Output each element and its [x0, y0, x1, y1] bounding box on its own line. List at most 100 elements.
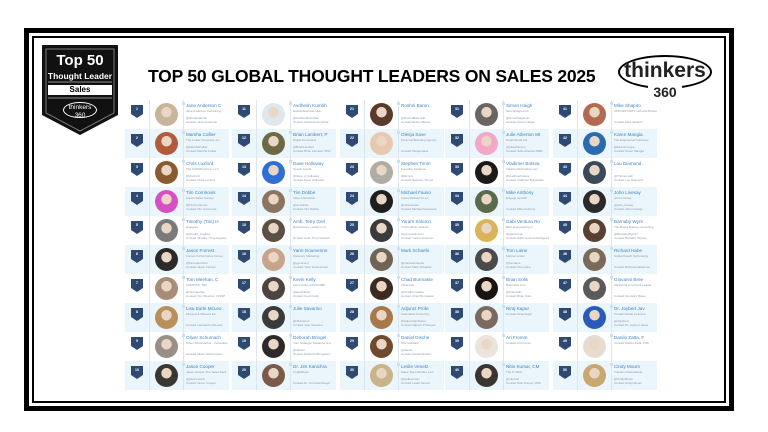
leader-handle[interactable]: @vladimerbotsva [506, 174, 530, 178]
avatar[interactable] [583, 219, 606, 242]
leader-card[interactable]: 29 Daniel Dische ISG Software @daniel Contac… [340, 332, 444, 361]
leader-contact-link[interactable]: Contact Jason Cooper [186, 381, 216, 385]
leader-contact-link[interactable]: Contact Giovanni Breeo [614, 294, 646, 298]
leader-name-link[interactable]: Kevin Kelly [293, 277, 316, 282]
leader-name-link[interactable]: Deborah Bringel [293, 335, 327, 340]
leader-handle[interactable]: @JSavarino [293, 319, 310, 323]
avatar[interactable] [583, 132, 606, 155]
leader-handle[interactable]: @adjunctprofessor [401, 319, 427, 323]
leader-name-link[interactable]: Tim Corrinovis [186, 190, 216, 195]
leader-card[interactable]: 16 Yann Gourvenne Visionary Marketing @ygou… [232, 245, 336, 274]
avatar[interactable] [475, 132, 498, 155]
avatar[interactable] [262, 364, 285, 387]
leader-handle[interactable]: @nkumar [506, 377, 520, 381]
leader-name-link[interactable]: Nitin Kumar, CM [506, 364, 540, 369]
leader-card[interactable]: 26 Mark Schaefe @markwschaefer Contact Mark… [340, 245, 444, 274]
leader-card[interactable]: 42 Karen Mangia The Engineered Visionary @k… [553, 129, 657, 158]
avatar[interactable] [155, 248, 178, 271]
leader-card[interactable]: 30 Leslie Venetz Sales Team Builder, LLC @l… [340, 361, 444, 390]
leader-name-link[interactable]: Cindy Mourn [614, 364, 641, 369]
leader-name-link[interactable]: Lou Diamond, [614, 161, 643, 166]
avatar[interactable] [475, 219, 498, 242]
leader-card[interactable]: 49 Danilo Zatta, F Contact Danilo Zatta, P… [553, 332, 657, 361]
leader-handle[interactable]: @kevinrkelly [293, 290, 311, 294]
leader-handle[interactable]: @ThriveLouD [614, 174, 633, 178]
leader-contact-link[interactable]: Contact John Livesay [614, 207, 643, 211]
avatar[interactable] [475, 161, 498, 184]
leader-name-link[interactable]: Ari Fromm [506, 335, 528, 340]
leader-contact-link[interactable]: Contact Brian Lambert, PhD [293, 149, 331, 153]
leader-contact-link[interactable]: Contact Leslie Venetz [401, 381, 431, 385]
leader-contact-link[interactable]: Contact Mike Anthony [506, 207, 536, 211]
leader-name-link[interactable]: Gabi Ventura Ro [506, 219, 540, 224]
leader-name-link[interactable]: Mike Anthony [506, 190, 534, 195]
leader-contact-link[interactable]: Contact Simon Haigh [506, 120, 535, 124]
leader-card[interactable]: 48 Dr. Joybert Jav Credell Global Inclusiv… [553, 303, 657, 332]
leader-handle[interactable]: @karenmangia [614, 145, 635, 149]
leader-card[interactable]: 17 Kevin Kelly Kevin Kelly LOGICVIBE @kevin… [232, 274, 336, 303]
leader-contact-link[interactable]: Contact Tom Meehan, CISSP [186, 294, 226, 298]
avatar[interactable] [370, 364, 393, 387]
leader-contact-link[interactable]: Contact Dave Holloway [293, 178, 325, 182]
leader-name-link[interactable]: Tim Dobbe [293, 190, 316, 195]
leader-card[interactable]: 21 Roshni Baron @RoshniBaronUK Contact Rosh… [340, 100, 444, 129]
leader-name-link[interactable]: Brian Lambert, P [293, 132, 328, 137]
leader-card[interactable]: 10 Jason Cooper Jason Cooper The Sales Ner… [125, 361, 229, 390]
leader-contact-link[interactable]: Contact Marsha Collier [186, 149, 217, 153]
leader-card[interactable]: 8 Lisa Earle McLeo McLeod & McLeod Inc Cont… [125, 303, 229, 332]
leader-name-link[interactable]: Olesja Save [401, 132, 426, 137]
avatar[interactable] [475, 103, 498, 126]
leader-handle[interactable]: @gabiroman [506, 232, 524, 236]
leader-name-link[interactable]: Mike Shapiro [614, 103, 641, 108]
leader-handle[interactable]: @daniel [401, 348, 413, 352]
avatar[interactable] [583, 161, 606, 184]
leader-card[interactable]: 37 Brian Solis Briansolis.com @briansolis Co… [445, 274, 549, 303]
leader-handle[interactable]: @tomlaine [506, 261, 521, 265]
leader-card[interactable]: 22 Olesja Save Personal Branding Agency Con… [340, 129, 444, 158]
leader-name-link[interactable]: Dr. Joybert Jav [614, 306, 645, 311]
leader-name-link[interactable]: Brian Solis [506, 277, 528, 282]
leader-handle[interactable]: @janeanderson [186, 116, 208, 120]
leader-handle[interactable]: @avdheshkumbhar [293, 116, 320, 120]
leader-name-link[interactable]: Tom Laine [506, 248, 528, 253]
avatar[interactable] [475, 364, 498, 387]
avatar[interactable] [370, 277, 393, 300]
leader-card[interactable]: 35 Gabi Ventura Ro Bam Empowering U @gabiro… [445, 216, 549, 245]
leader-card[interactable]: 1 Jane Anderson C Jane Anderson Consulting… [125, 100, 229, 129]
leader-card[interactable]: 34 Mike Anthony Engage Growth Contact Mike … [445, 187, 549, 216]
avatar[interactable] [475, 335, 498, 358]
leader-contact-link[interactable]: Contact Vladimer Botsvadze [506, 178, 544, 182]
leader-handle[interactable]: @briansolis [506, 290, 522, 294]
leader-card[interactable]: 47 Giovanni Bree Marketing & Content Leade… [553, 274, 657, 303]
leader-card[interactable]: 43 Lou Diamond, @ThriveLouD Contact Lou Dia… [553, 158, 657, 187]
leader-name-link[interactable]: Mark Schaefe [401, 248, 430, 253]
leader-handle[interactable]: @CindyMourn [614, 377, 634, 381]
leader-name-link[interactable]: Yoram Solomo [401, 219, 431, 224]
avatar[interactable] [155, 190, 178, 213]
avatar[interactable] [370, 161, 393, 184]
leader-name-link[interactable]: Avdhesh Kumbh [293, 103, 327, 108]
leader-contact-link[interactable]: Contact Jason Forrest [186, 265, 216, 269]
leader-contact-link[interactable]: Contact Amb. Terry Gerlach [293, 236, 330, 240]
leader-contact-link[interactable]: Contact Nitin Kumar, CMA [506, 381, 542, 385]
leader-handle[interactable]: @julieatherton [506, 145, 526, 149]
leader-handle[interactable]: @timdobbe [293, 203, 309, 207]
leader-card[interactable]: 18 Julie Savarino @JSavarino Contact Julie … [232, 303, 336, 332]
avatar[interactable] [475, 190, 498, 213]
leader-contact-link[interactable]: Contact Tom Laine [506, 265, 531, 269]
leader-name-link[interactable]: Adjunct Profe [401, 306, 429, 311]
leader-card[interactable]: 28 Adjunct Profe Federation University @adj… [340, 303, 444, 332]
leader-name-link[interactable]: Karen Mangia [614, 132, 643, 137]
leader-name-link[interactable]: John Livesay [614, 190, 641, 195]
leader-handle[interactable]: @timothy_hughes [186, 232, 211, 236]
avatar[interactable] [370, 132, 393, 155]
leader-card[interactable]: 33 Vladimer Botsva Vladimerbotsvadze.com @v… [445, 158, 549, 187]
avatar[interactable] [370, 248, 393, 271]
leader-card[interactable]: 20 Dr. Jim Kanichra CogitaTeam Contact Dr. … [232, 361, 336, 390]
leader-name-link[interactable]: Lisa Earle McLeo [186, 306, 222, 311]
leader-card[interactable]: 32 Julie Atherton MI Small World Ltd @julie… [445, 129, 549, 158]
leader-contact-link[interactable]: Contact Roshni Baron [401, 120, 431, 124]
leader-name-link[interactable]: Stephen Timm [401, 161, 431, 166]
leader-contact-link[interactable]: Contact Kevin Kelly [293, 294, 320, 298]
leader-card[interactable]: 4 Tim Corrinovis Future Sales Society @TimC… [125, 187, 229, 216]
